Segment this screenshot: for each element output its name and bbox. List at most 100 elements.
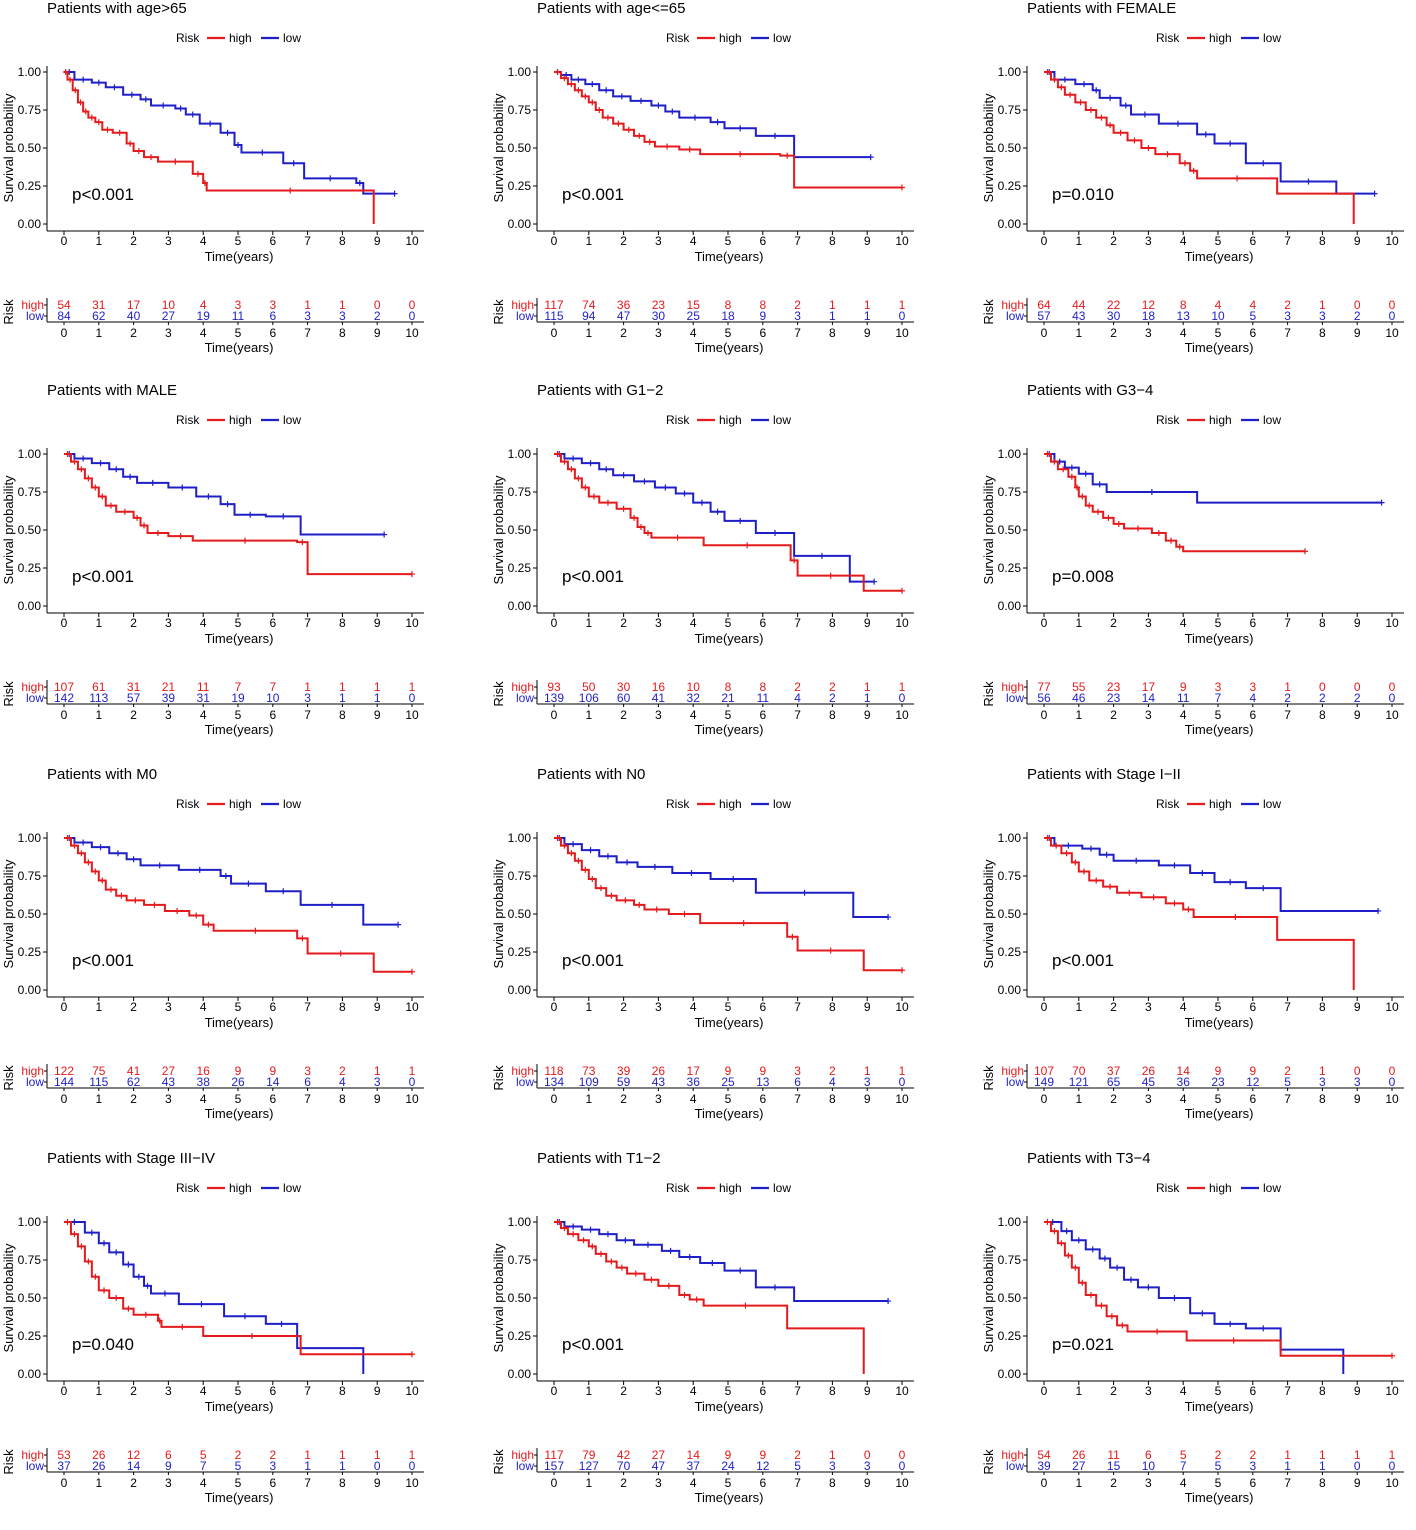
- km-curve-low: [554, 1221, 889, 1303]
- censor-mark-low: [1101, 1255, 1108, 1262]
- risk-x-axis-label: Time(years): [1185, 722, 1254, 737]
- chart-title: Patients with FEMALE: [1027, 0, 1176, 17]
- risk-table: Risk highlow10714907012113765226453143649…: [981, 1064, 1404, 1121]
- risk-x-tick-label: 2: [130, 1092, 137, 1106]
- legend-high-label: high: [1209, 31, 1232, 45]
- censor-mark-low: [224, 501, 231, 508]
- risk-x-tick-label: 2: [130, 1476, 137, 1490]
- y-axis-label: Survival probability: [1, 859, 16, 969]
- km-curve-low: [64, 453, 385, 536]
- risk-row-low-label: low: [1006, 1075, 1024, 1089]
- risk-count-low: 6: [304, 1075, 311, 1089]
- censor-mark-high: [142, 1311, 149, 1318]
- risk-count-low: 3: [339, 309, 346, 323]
- censor-mark-high: [1108, 1313, 1115, 1320]
- legend-title: Risk: [1156, 797, 1180, 811]
- x-tick-label: 4: [690, 1384, 697, 1398]
- x-tick-label: 5: [1215, 1000, 1222, 1014]
- risk-count-high: 2: [829, 680, 836, 694]
- censor-mark-low: [280, 513, 287, 520]
- censor-mark-high: [409, 1351, 415, 1358]
- y-tick-label: 0.00: [508, 983, 532, 997]
- risk-count-low: 62: [127, 1075, 141, 1089]
- censor-mark-low: [1133, 857, 1140, 864]
- legend-title: Risk: [666, 413, 690, 427]
- risk-x-tick-label: 10: [405, 326, 419, 340]
- censor-mark-high: [653, 906, 660, 913]
- x-tick-label: 3: [655, 1384, 662, 1398]
- risk-count-high: 9: [725, 1064, 732, 1078]
- risk-x-tick-label: 4: [1180, 326, 1187, 340]
- y-tick-label: 1.00: [18, 65, 42, 79]
- risk-count-high: 12: [127, 1448, 141, 1462]
- y-tick-label: 1.00: [998, 447, 1022, 461]
- x-tick-label: 9: [1354, 616, 1361, 630]
- risk-x-tick-label: 9: [864, 1476, 871, 1490]
- risk-count-low: 18: [1142, 309, 1156, 323]
- y-tick-label: 0.00: [998, 983, 1022, 997]
- censor-mark-high: [1230, 1337, 1237, 1344]
- censor-mark-high: [1087, 107, 1094, 113]
- x-tick-label: 6: [1249, 616, 1256, 630]
- risk-count-low: 6: [269, 309, 276, 323]
- risk-count-high: 26: [1142, 1064, 1156, 1078]
- censor-mark-low: [589, 81, 596, 88]
- censor-mark-high: [644, 530, 651, 537]
- censor-mark-high: [1134, 525, 1141, 532]
- y-axis-label: Survival probability: [491, 93, 506, 203]
- risk-x-tick-label: 3: [165, 1476, 172, 1490]
- risk-count-high: 1: [304, 680, 311, 694]
- legend-title: Risk: [176, 31, 200, 45]
- risk-count-high: 1: [409, 1448, 416, 1462]
- risk-x-tick-label: 3: [655, 1092, 662, 1106]
- censor-mark-low: [1199, 1310, 1206, 1317]
- risk-count-high: 9: [1180, 680, 1187, 694]
- censor-mark-high: [580, 1237, 587, 1244]
- censor-mark-low: [603, 87, 610, 94]
- censor-mark-low: [1075, 1237, 1082, 1244]
- y-tick-label: 1.00: [508, 1215, 532, 1229]
- x-tick-label: 7: [304, 234, 311, 248]
- risk-count-high: 1: [374, 1448, 381, 1462]
- risk-count-low: 43: [162, 1075, 176, 1089]
- x-tick-label: 3: [1145, 616, 1152, 630]
- risk-count-low: 14: [266, 1075, 280, 1089]
- risk-x-tick-label: 5: [1215, 1476, 1222, 1490]
- censor-mark-low: [644, 1241, 651, 1248]
- risk-count-low: 109: [579, 1075, 599, 1089]
- risk-table-ylabel: Risk: [981, 1065, 996, 1091]
- censor-mark-low: [618, 93, 625, 100]
- risk-count-low: 6: [794, 1075, 801, 1089]
- risk-count-high: 26: [1072, 1448, 1086, 1462]
- censor-mark-high: [1063, 850, 1070, 857]
- risk-x-tick-label: 0: [551, 708, 558, 722]
- risk-count-low: 46: [1072, 691, 1086, 705]
- y-tick-label: 0.25: [18, 945, 42, 959]
- x-tick-label: 9: [864, 1000, 871, 1014]
- risk-count-low: 0: [409, 309, 416, 323]
- risk-row-low-label: low: [1006, 691, 1024, 705]
- x-tick-label: 5: [1215, 234, 1222, 248]
- risk-count-low: 1: [864, 691, 871, 705]
- risk-count-high: 118: [544, 1064, 563, 1078]
- x-tick-label: 1: [585, 234, 592, 248]
- x-tick-label: 8: [339, 1000, 346, 1014]
- risk-count-low: 4: [794, 691, 801, 705]
- censor-mark-low: [714, 508, 721, 515]
- risk-count-high: 4: [1215, 298, 1222, 312]
- risk-count-high: 8: [725, 298, 732, 312]
- censor-mark-low: [328, 901, 335, 908]
- risk-table: Risk highlow10714206111313157221393113147…: [1, 680, 424, 737]
- y-axis-label: Survival probability: [491, 1243, 506, 1353]
- censor-mark-low: [771, 1284, 778, 1291]
- x-tick-label: 7: [304, 1384, 311, 1398]
- risk-x-tick-label: 7: [1284, 708, 1291, 722]
- y-tick-label: 1.00: [18, 1215, 42, 1229]
- risk-count-high: 107: [54, 680, 74, 694]
- censor-mark-low: [662, 484, 669, 491]
- risk-row-low-label: low: [1006, 309, 1024, 323]
- x-tick-label: 1: [585, 1000, 592, 1014]
- risk-count-low: 10: [1142, 1459, 1156, 1473]
